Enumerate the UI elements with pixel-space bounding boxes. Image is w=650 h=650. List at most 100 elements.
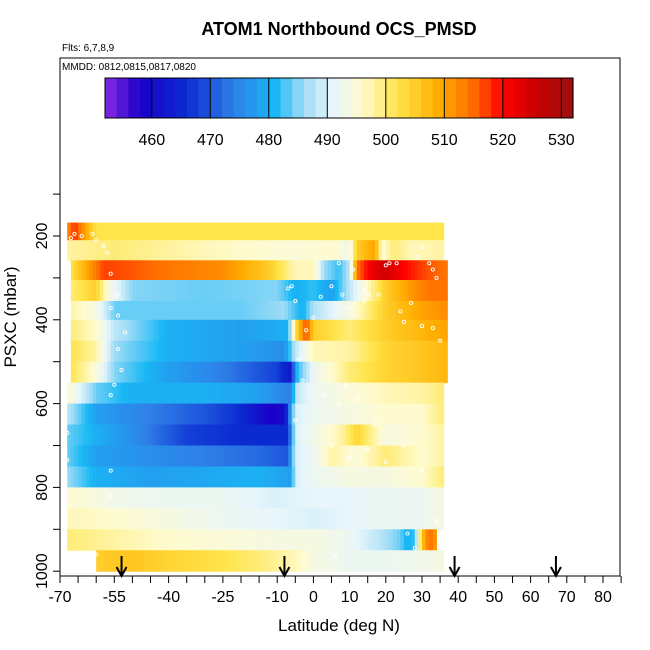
heatmap-cell <box>356 319 361 342</box>
heatmap-cell <box>146 222 151 241</box>
heatmap-cell <box>382 550 387 572</box>
heatmap-cell <box>251 445 256 467</box>
heatmap-cell <box>356 403 361 426</box>
heatmap-cell <box>360 403 365 426</box>
heatmap-cell <box>233 340 238 363</box>
heatmap-cell <box>269 424 275 446</box>
heatmap-cell <box>197 550 202 572</box>
heatmap-cell <box>259 260 264 281</box>
heatmap-cell <box>164 487 170 509</box>
heatmap-cell <box>327 240 332 261</box>
heatmap-cell <box>374 260 380 281</box>
heatmap-cell <box>81 508 86 530</box>
heatmap-cell <box>403 260 409 281</box>
heatmap-cell <box>197 300 202 321</box>
heatmap-cell <box>150 424 155 446</box>
heatmap-cell <box>353 222 358 241</box>
heatmap-cell <box>353 508 358 530</box>
heatmap-cell <box>208 466 213 488</box>
heatmap-cell <box>367 300 372 321</box>
heatmap-cell <box>74 466 79 488</box>
heatmap-cell <box>367 508 372 530</box>
heatmap-cell <box>164 240 170 261</box>
heatmap-cell <box>143 300 148 321</box>
heatmap-cell <box>183 445 188 467</box>
heatmap-cell <box>367 340 372 363</box>
heatmap-cell <box>255 280 260 302</box>
heatmap-cell <box>164 300 170 321</box>
heatmap-cell <box>103 280 108 302</box>
heatmap-cell <box>117 340 123 363</box>
heatmap-cell <box>291 403 296 426</box>
heatmap-cell <box>117 260 123 281</box>
heatmap-cell <box>353 466 358 488</box>
heatmap-cell <box>378 445 383 467</box>
heatmap-cell <box>403 340 409 363</box>
heatmap-cell <box>78 529 83 551</box>
heatmap-cell <box>70 222 75 241</box>
heatmap-cell <box>208 529 213 551</box>
heatmap-cell <box>356 340 361 363</box>
heatmap-cell <box>317 508 322 530</box>
heatmap-cell <box>356 382 361 405</box>
heatmap-cell <box>342 382 347 405</box>
heatmap-cell <box>280 260 285 281</box>
heatmap-cell <box>313 445 318 467</box>
heatmap-cell <box>331 487 336 509</box>
heatmap-cell <box>251 487 256 509</box>
heatmap-cell <box>385 260 390 281</box>
heatmap-cell <box>161 222 166 241</box>
heatmap-cell <box>255 240 260 261</box>
heatmap-cell <box>96 403 101 426</box>
heatmap-cell <box>161 487 166 509</box>
heatmap-cell <box>179 550 184 572</box>
heatmap-cell <box>262 300 267 321</box>
heatmap-cell <box>237 319 242 342</box>
heatmap-cell <box>201 340 206 363</box>
heatmap-cell <box>327 403 332 426</box>
heatmap-cell <box>364 466 369 488</box>
heatmap-cell <box>132 445 137 467</box>
heatmap-cell <box>345 550 351 572</box>
heatmap-cell <box>313 222 318 241</box>
heatmap-cell <box>389 466 394 488</box>
heatmap-cell <box>440 280 445 302</box>
heatmap-cell <box>143 240 148 261</box>
heatmap-cell <box>128 424 133 446</box>
heatmap-cell <box>400 508 405 530</box>
heatmap-cell <box>117 466 123 488</box>
heatmap-cell <box>349 240 354 261</box>
heatmap-cell <box>255 222 260 241</box>
heatmap-cell <box>125 508 130 530</box>
heatmap-cell <box>422 361 427 384</box>
heatmap-cell <box>150 508 155 530</box>
heatmap-cell <box>306 300 311 321</box>
heatmap-cell <box>110 280 115 302</box>
heatmap-cell <box>143 445 148 467</box>
heatmap-cell <box>389 280 394 302</box>
heatmap-cell <box>425 445 430 467</box>
heatmap-cell <box>414 529 419 551</box>
heatmap-cell <box>226 529 231 551</box>
heatmap-cell <box>266 466 271 488</box>
heatmap-cell <box>324 240 329 261</box>
heatmap-cell <box>74 424 79 446</box>
colorbar-swatch <box>362 78 375 118</box>
heatmap-cell <box>269 529 275 551</box>
sample-point <box>108 393 113 398</box>
heatmap-cell <box>262 424 267 446</box>
heatmap-cell <box>219 487 224 509</box>
heatmap-cell <box>136 529 141 551</box>
heatmap-cell <box>219 319 224 342</box>
heatmap-cell <box>99 240 104 261</box>
heatmap-cell <box>255 466 260 488</box>
heatmap-cell <box>432 550 437 572</box>
heatmap-cell <box>440 300 445 321</box>
heatmap-cell <box>88 319 94 342</box>
heatmap-cell <box>125 424 130 446</box>
heatmap-cell <box>422 319 427 342</box>
heatmap-cell <box>226 260 231 281</box>
sample-point <box>108 271 113 276</box>
heatmap-cell <box>241 445 246 467</box>
